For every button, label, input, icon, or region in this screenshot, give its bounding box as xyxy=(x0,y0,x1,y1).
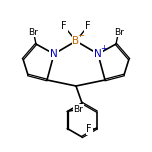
Text: N: N xyxy=(94,49,102,59)
Text: +: + xyxy=(100,44,107,53)
Text: F: F xyxy=(86,124,92,135)
Text: B: B xyxy=(73,36,79,46)
Text: Br: Br xyxy=(28,28,38,36)
Text: F: F xyxy=(61,21,67,31)
Text: F: F xyxy=(85,21,91,31)
Text: Br: Br xyxy=(114,28,124,36)
Text: N: N xyxy=(50,49,58,59)
Text: −: − xyxy=(77,31,84,40)
Text: Br: Br xyxy=(73,105,83,114)
